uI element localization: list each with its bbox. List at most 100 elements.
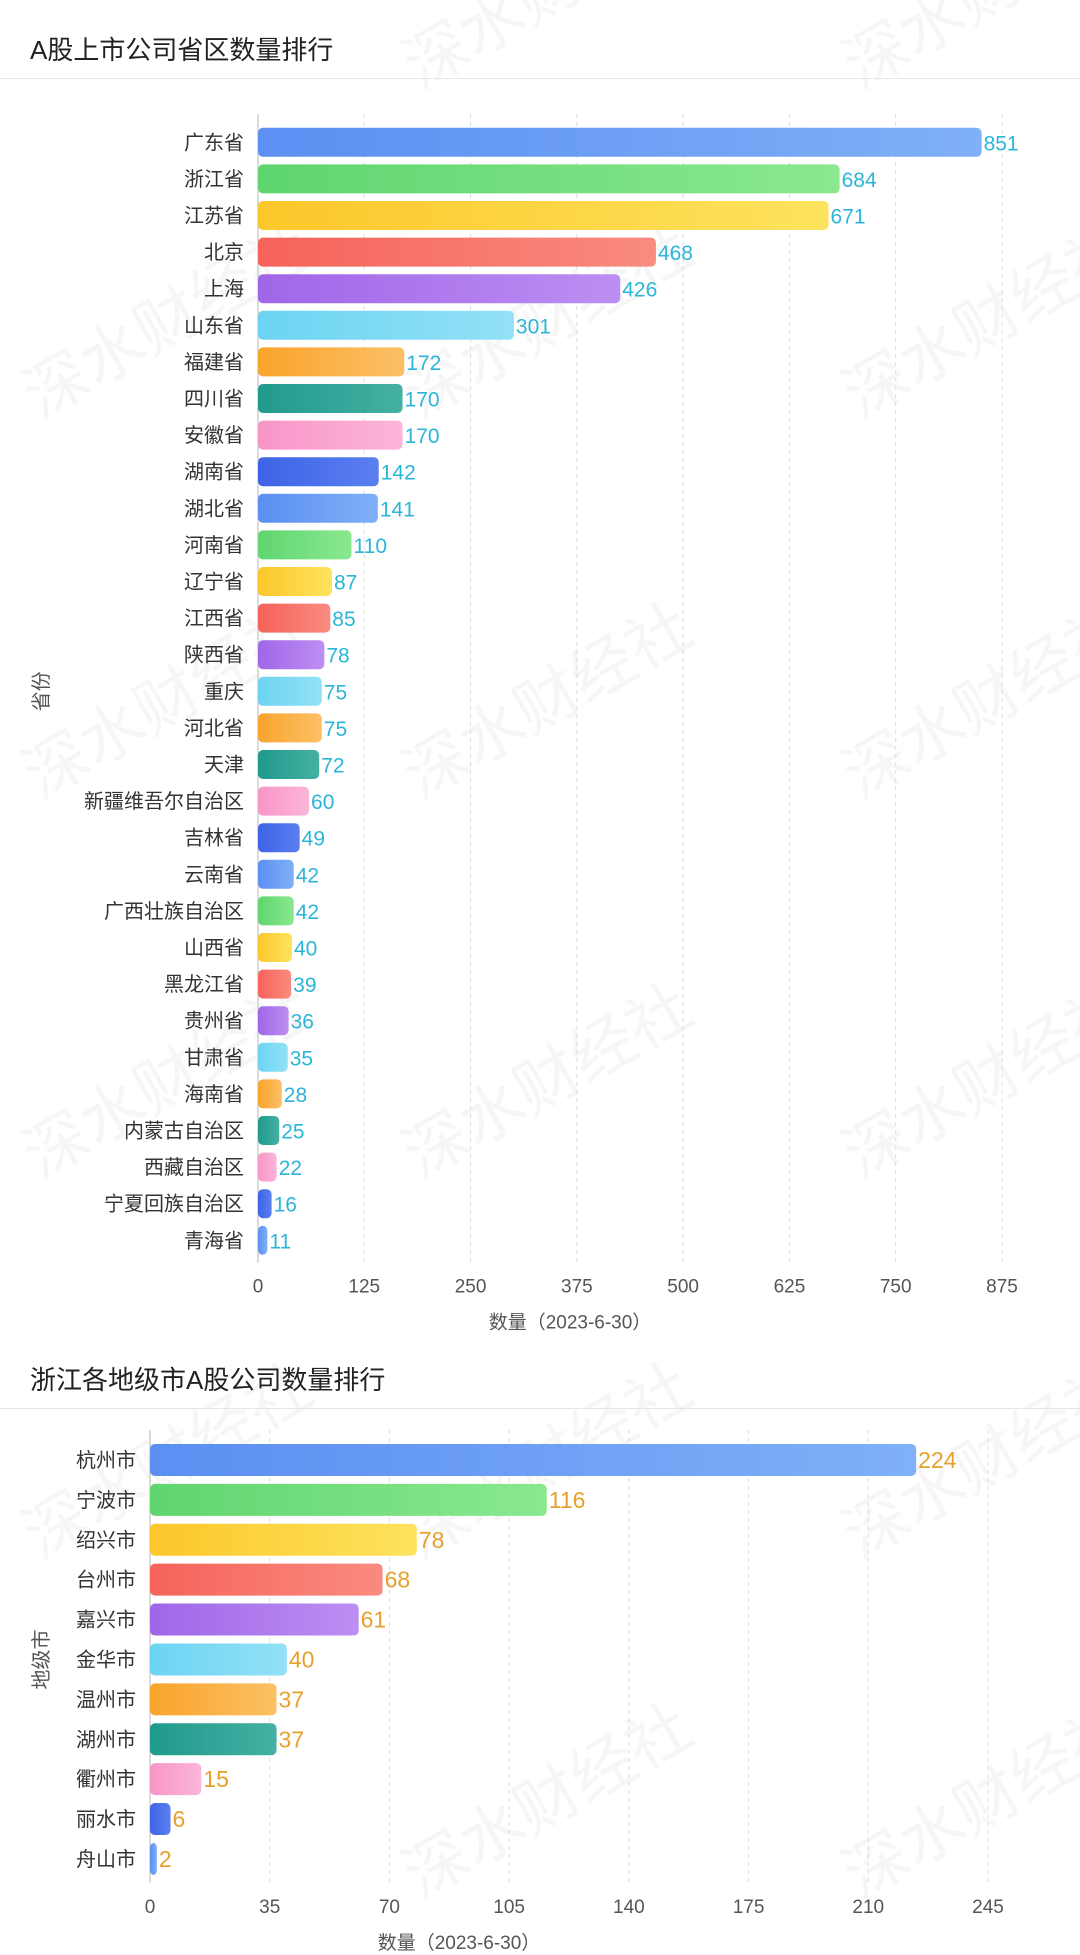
data-label: 11	[269, 1230, 291, 1253]
category-label: 辽宁省	[184, 571, 244, 594]
category-label: 舟山市	[76, 1848, 136, 1871]
data-label: 116	[549, 1487, 586, 1513]
category-label: 江苏省	[184, 205, 244, 228]
data-label: 78	[326, 645, 349, 668]
category-label: 湖州市	[76, 1728, 136, 1751]
data-label: 35	[290, 1047, 313, 1070]
data-label: 2	[159, 1846, 172, 1872]
category-label: 广西壮族自治区	[104, 900, 244, 923]
bar	[258, 1152, 277, 1182]
data-label: 22	[279, 1157, 302, 1180]
bar	[258, 1079, 282, 1109]
x-tick-label: 875	[986, 1277, 1018, 1298]
data-label: 172	[406, 352, 441, 375]
category-label: 贵州省	[184, 1010, 244, 1033]
data-label: 42	[296, 901, 319, 924]
data-label: 15	[203, 1766, 229, 1792]
x-tick-label: 140	[613, 1897, 645, 1918]
data-label: 75	[324, 681, 347, 704]
bar	[258, 640, 325, 670]
bar	[150, 1443, 917, 1476]
category-label: 陕西省	[184, 644, 244, 667]
category-label: 嘉兴市	[76, 1609, 136, 1632]
data-label: 36	[291, 1011, 314, 1034]
x-axis-label: 数量（2023-6-30）	[378, 1932, 541, 1954]
bar	[150, 1603, 359, 1636]
category-label: 甘肃省	[184, 1046, 244, 1069]
category-label: 北京	[204, 241, 244, 264]
data-label: 75	[324, 718, 347, 741]
data-label: 28	[284, 1084, 307, 1107]
data-label: 49	[302, 828, 325, 851]
bar	[150, 1683, 277, 1716]
chart-title: 浙江各地级市A股公司数量排行	[30, 1365, 386, 1395]
x-tick-label: 0	[145, 1897, 156, 1918]
category-label: 宁夏回族自治区	[104, 1193, 244, 1216]
y-axis-label: 省份	[30, 671, 53, 711]
category-label: 广东省	[184, 131, 244, 154]
data-label: 72	[321, 755, 344, 778]
x-tick-label: 175	[733, 1897, 765, 1918]
category-label: 河南省	[184, 534, 244, 557]
x-tick-label: 125	[348, 1277, 380, 1298]
bar	[258, 750, 320, 779]
category-label: 上海	[204, 278, 244, 301]
data-label: 468	[658, 242, 693, 265]
bar	[150, 1803, 171, 1836]
category-label: 内蒙古自治区	[124, 1120, 244, 1143]
data-label: 61	[361, 1607, 387, 1633]
category-label: 温州市	[76, 1688, 136, 1711]
data-label: 851	[984, 132, 1019, 155]
category-label: 海南省	[184, 1083, 244, 1106]
x-tick-label: 625	[774, 1277, 806, 1298]
data-label: 60	[311, 791, 334, 814]
data-label: 170	[405, 425, 440, 448]
data-label: 671	[831, 206, 866, 229]
bar	[258, 786, 310, 816]
category-label: 山东省	[184, 314, 244, 337]
category-label: 金华市	[76, 1648, 136, 1671]
category-label: 吉林省	[184, 827, 244, 850]
city-chart: 浙江各地级市A股公司数量排行 0 35 70 105 140 175 210 245 杭州市 22…	[0, 1360, 1080, 1954]
category-label: 台州市	[76, 1569, 136, 1592]
category-label: 河北省	[184, 717, 244, 740]
data-label: 141	[380, 498, 415, 521]
bar	[258, 1225, 268, 1255]
category-label: 宁波市	[76, 1489, 136, 1512]
x-tick-label: 250	[455, 1277, 487, 1298]
data-label: 68	[385, 1567, 411, 1593]
x-tick-label: 0	[253, 1277, 264, 1298]
x-tick-label: 105	[493, 1897, 525, 1918]
bar	[258, 457, 379, 487]
x-tick-label: 375	[561, 1277, 593, 1298]
bar	[258, 347, 405, 377]
category-label: 湖北省	[184, 497, 244, 520]
data-label: 37	[279, 1686, 305, 1712]
category-label: 黑龙江省	[164, 973, 244, 996]
bar	[258, 713, 322, 743]
bar	[258, 1189, 272, 1219]
category-label: 杭州市	[76, 1449, 136, 1472]
bar	[258, 567, 332, 596]
x-tick-label: 500	[667, 1277, 699, 1298]
bar	[258, 201, 829, 230]
data-label: 42	[296, 864, 319, 887]
category-label: 新疆维吾尔自治区	[84, 790, 244, 813]
bar	[258, 1116, 280, 1145]
bar	[258, 896, 294, 926]
category-label: 安徽省	[184, 424, 244, 447]
data-label: 40	[294, 938, 317, 961]
data-label: 78	[419, 1527, 445, 1553]
bar	[258, 237, 656, 267]
bar	[150, 1842, 157, 1875]
province-chart: A股上市公司省区数量排行 0 125 250 375 500 625 750 875 广东省 85…	[0, 30, 1080, 1334]
category-label: 衢州市	[76, 1768, 136, 1791]
data-label: 85	[332, 608, 355, 631]
data-label: 6	[173, 1806, 186, 1832]
bar	[150, 1643, 287, 1676]
category-label: 青海省	[184, 1229, 244, 1252]
data-label: 37	[279, 1726, 305, 1752]
data-label: 40	[289, 1646, 315, 1672]
x-axis-label: 数量（2023-6-30）	[489, 1312, 652, 1334]
title-divider	[0, 1408, 1080, 1409]
